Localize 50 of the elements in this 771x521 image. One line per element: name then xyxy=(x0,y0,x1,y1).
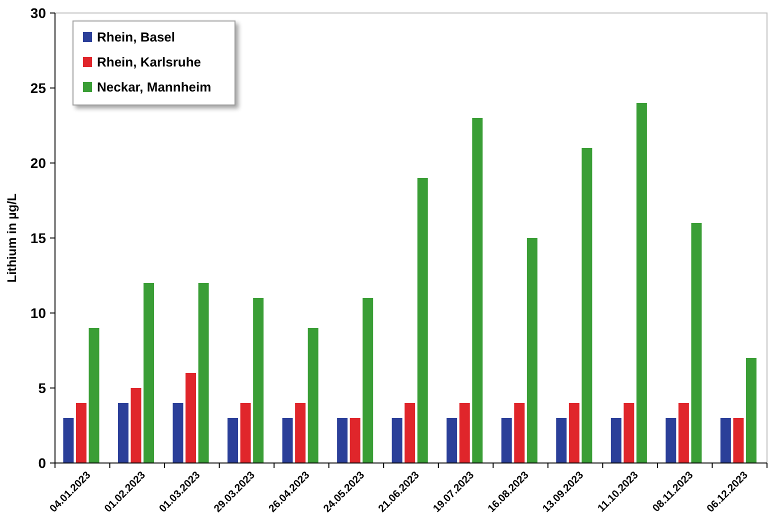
bar xyxy=(556,418,567,463)
y-tick-label: 10 xyxy=(30,304,46,321)
bar xyxy=(76,403,86,463)
y-tick-label: 5 xyxy=(38,380,46,396)
bar xyxy=(636,103,647,463)
bar xyxy=(337,418,348,463)
bar xyxy=(392,418,402,463)
bar xyxy=(526,238,538,463)
legend-label: Rhein, Karlsruhe xyxy=(97,54,202,70)
bar xyxy=(610,418,622,463)
y-tick-label: 20 xyxy=(30,154,46,171)
bar xyxy=(198,283,209,463)
bar xyxy=(130,388,142,463)
bar xyxy=(624,403,634,463)
bar xyxy=(733,418,744,463)
y-tick-label: 25 xyxy=(30,80,46,96)
bar xyxy=(568,403,580,463)
bar xyxy=(350,418,360,463)
bar xyxy=(691,223,702,463)
bar xyxy=(501,418,512,463)
bar xyxy=(63,418,74,463)
bar xyxy=(295,403,306,463)
bar xyxy=(228,418,238,463)
y-tick-label: 15 xyxy=(30,230,46,246)
bar xyxy=(582,148,592,463)
legend-label: Neckar, Mannheim xyxy=(97,80,212,95)
bar xyxy=(88,328,100,463)
bar xyxy=(118,403,128,463)
y-axis-title: Lithium in µg/L xyxy=(5,193,19,283)
bar xyxy=(666,418,676,463)
bar xyxy=(472,118,483,463)
bar xyxy=(172,403,184,463)
bar xyxy=(404,403,416,463)
bar xyxy=(186,373,196,463)
bar xyxy=(417,178,428,463)
bar xyxy=(253,298,264,463)
bar xyxy=(308,328,318,463)
y-tick-label: 30 xyxy=(30,4,46,21)
bar xyxy=(144,283,154,463)
legend-label: Rhein, Basel xyxy=(97,30,176,45)
bar xyxy=(514,403,525,463)
bar xyxy=(746,358,756,463)
bar xyxy=(446,418,458,463)
bar xyxy=(720,418,731,463)
bar xyxy=(362,298,374,463)
bar xyxy=(282,418,293,463)
y-tick-label: 0 xyxy=(38,454,46,471)
bar xyxy=(240,403,251,463)
bar xyxy=(459,403,470,463)
bar xyxy=(678,403,689,463)
